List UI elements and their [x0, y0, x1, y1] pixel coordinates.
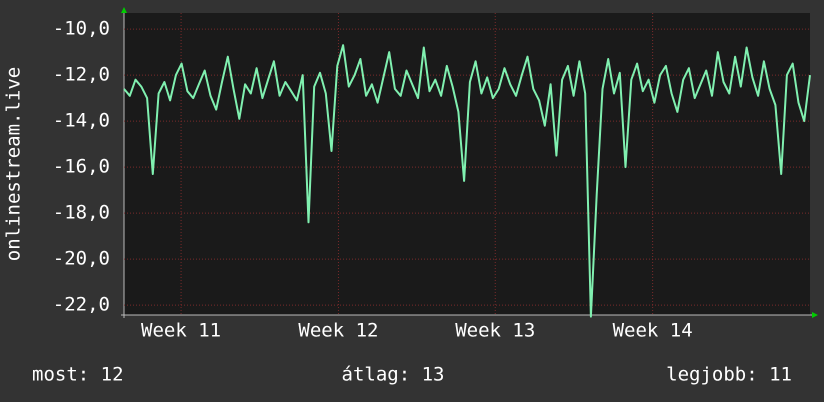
legend-item: most: 12: [32, 364, 124, 386]
axis-arrow: [121, 7, 127, 13]
y-tick-label: -10,0: [53, 18, 110, 40]
y-tick-label: -16,0: [53, 156, 110, 178]
y-axis-label: onlinestream.live: [3, 67, 25, 261]
legend-item: legjobb: 11: [666, 364, 792, 386]
x-tick-label: Week 13: [455, 320, 535, 342]
x-tick-label: Week 11: [141, 320, 221, 342]
axis-arrow: [812, 312, 818, 318]
y-tick-label: -14,0: [53, 110, 110, 132]
legend-item: átlag: 13: [342, 364, 445, 386]
y-tick-label: -18,0: [53, 202, 110, 224]
x-tick-label: Week 14: [613, 320, 693, 342]
y-tick-label: -22,0: [53, 294, 110, 316]
data-line: [123, 44, 811, 318]
plot-area: [124, 13, 810, 315]
y-tick-label: -20,0: [53, 248, 110, 270]
y-tick-label: -12,0: [53, 64, 110, 86]
x-tick-label: Week 12: [298, 320, 378, 342]
